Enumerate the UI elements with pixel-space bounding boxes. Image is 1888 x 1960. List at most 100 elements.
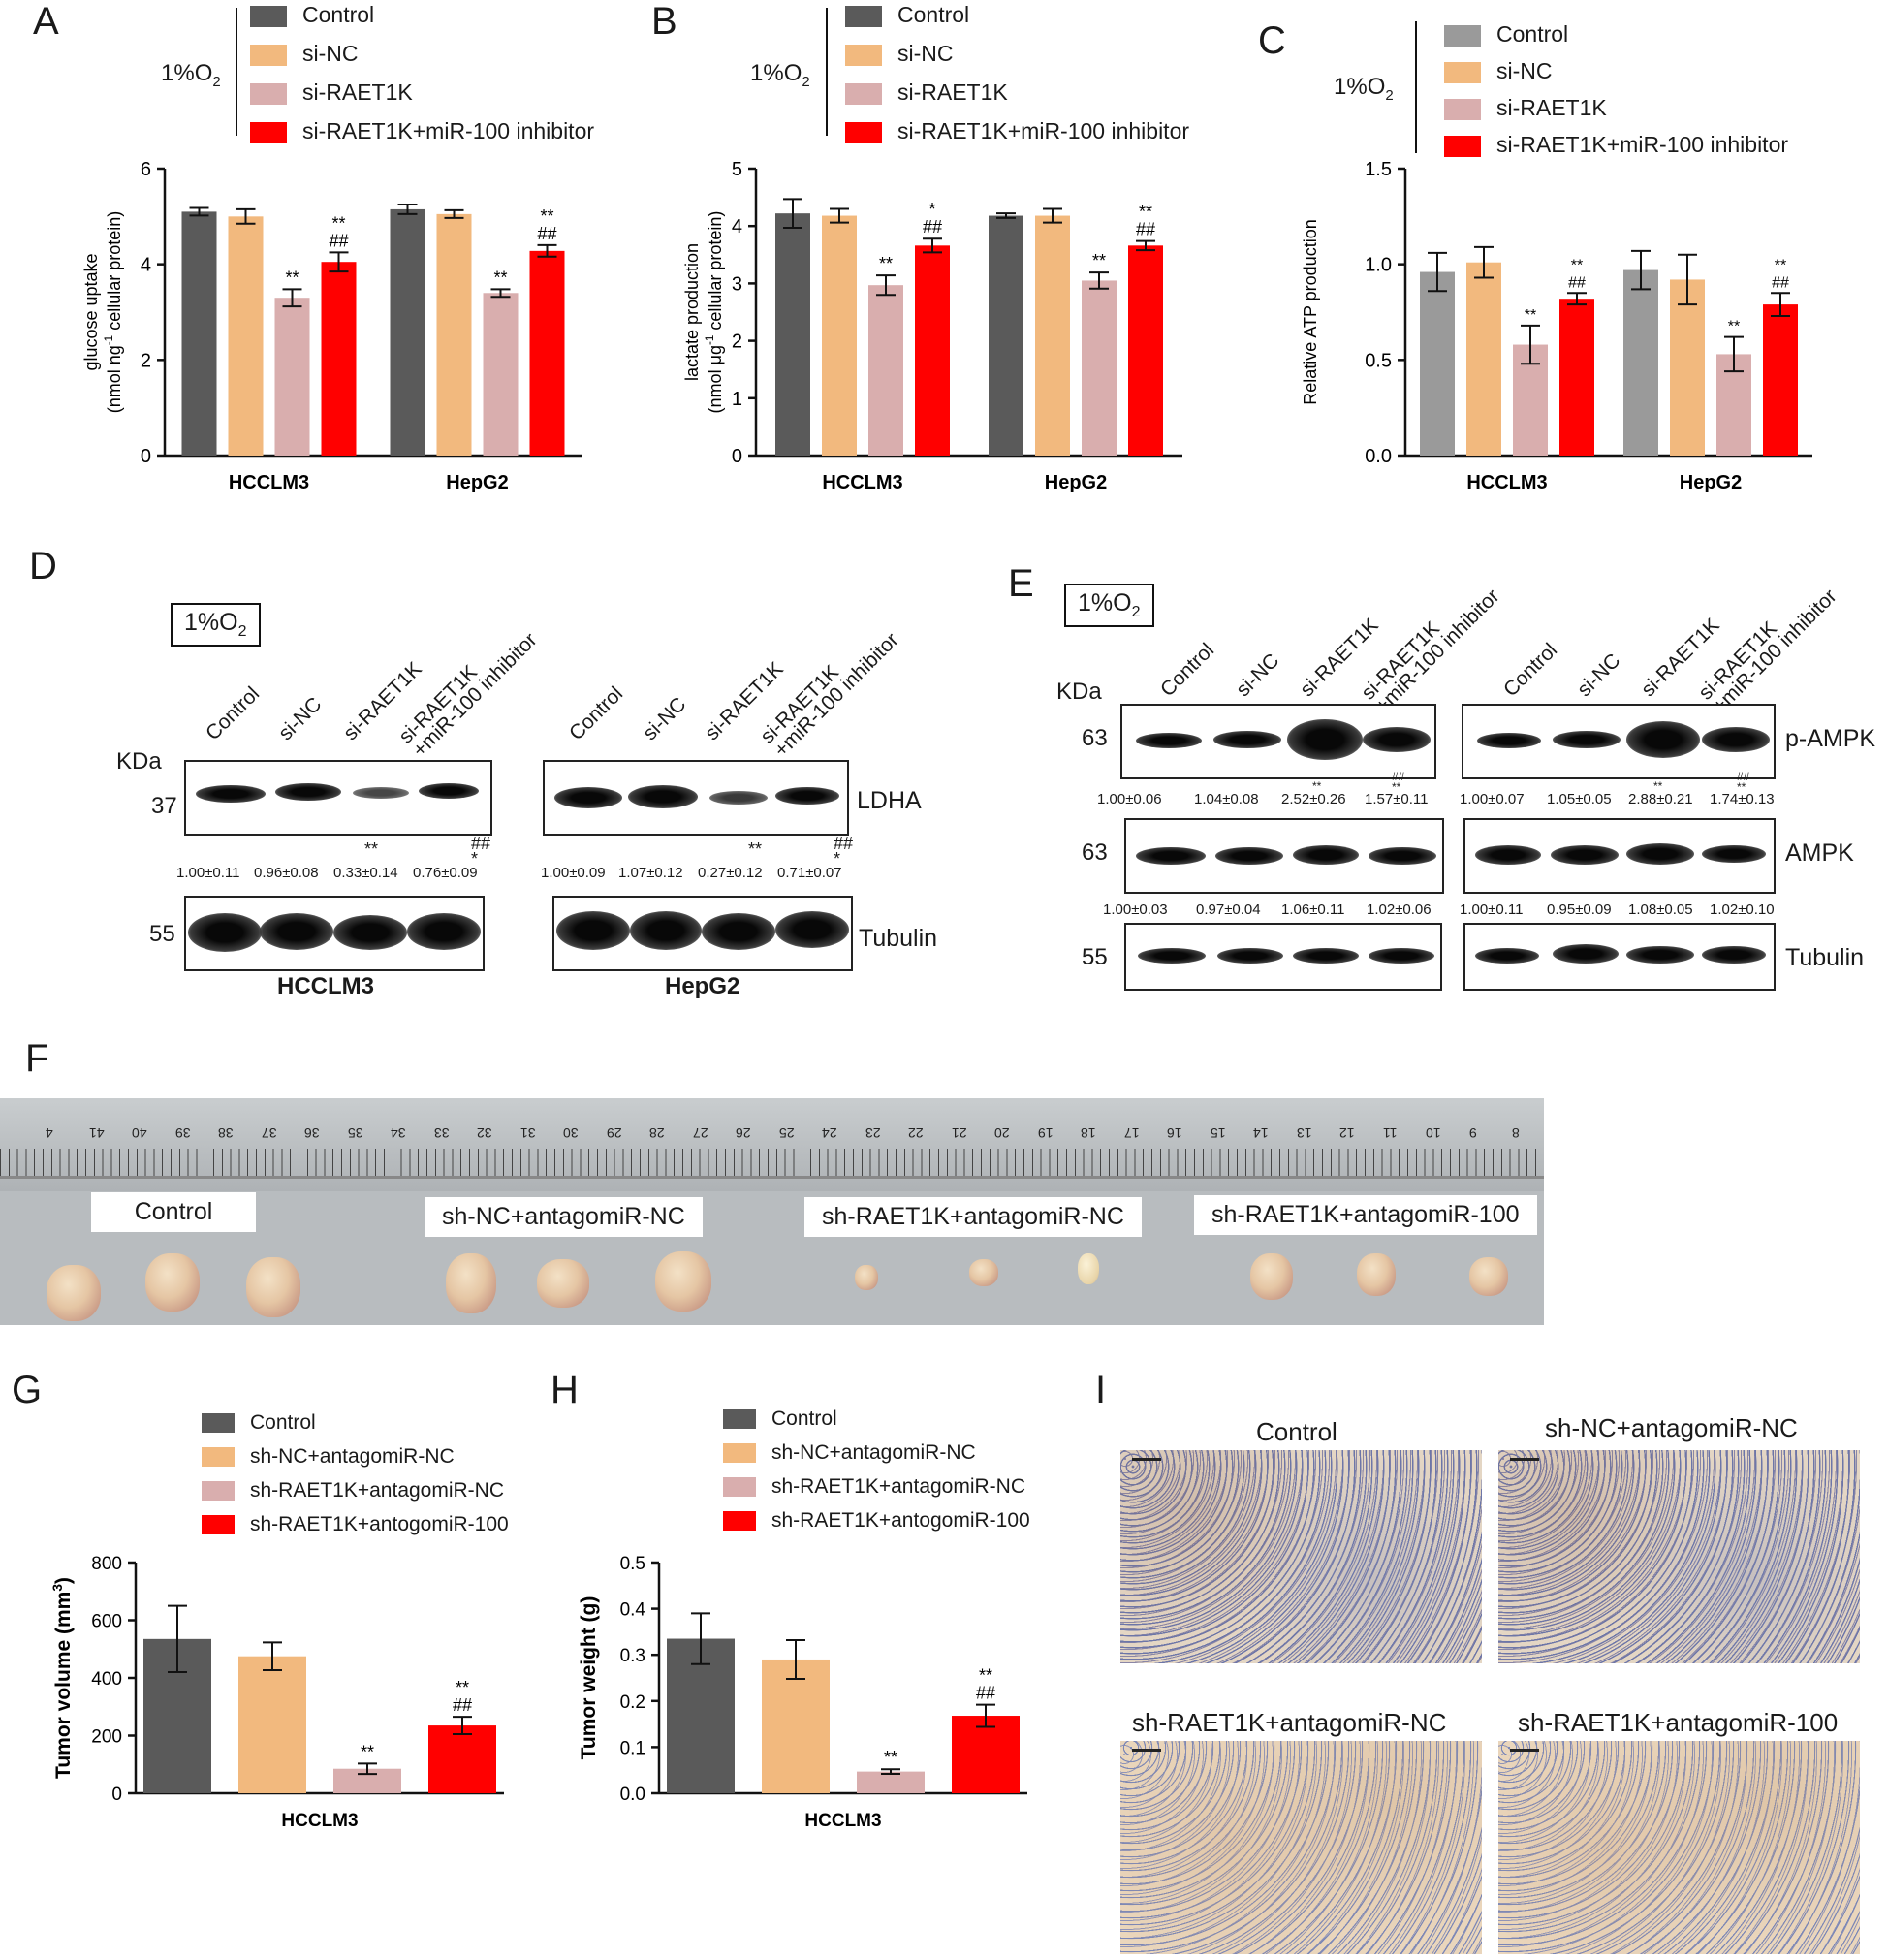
- kda-label: KDa: [116, 748, 162, 775]
- legend-item-control: Control: [202, 1411, 316, 1435]
- significance-mark: ##: [329, 231, 348, 250]
- y-tick-label: 0.0: [620, 1785, 645, 1805]
- ihc-image-sh-raet1k-antagomir: [1498, 1741, 1860, 1954]
- y-tick-label: 0: [111, 1785, 122, 1805]
- x-category-label: HCCLM3: [822, 472, 902, 493]
- legend-item-sh-nc: sh-NC+antagomiR-NC: [723, 1441, 976, 1465]
- bar: [1082, 280, 1117, 456]
- bar: [1466, 262, 1501, 456]
- lane-label: Control: [1499, 639, 1562, 702]
- oxygen-box: 1%O2: [1064, 584, 1154, 627]
- sig-mark: ## *: [834, 834, 854, 869]
- ihc-image-sh-nc: [1498, 1450, 1860, 1663]
- quant-value: 0.96±0.08: [254, 865, 319, 881]
- legend-divider: [826, 8, 828, 136]
- y-tick-label: 800: [91, 1554, 122, 1574]
- quant-value: 0.71±0.07: [777, 865, 842, 881]
- bar: [1763, 304, 1798, 456]
- legend-item-combo: si-RAET1K+miR-100 inhibitor: [1444, 132, 1788, 158]
- legend-divider: [236, 8, 237, 136]
- quant-value: 0.33±0.14: [333, 865, 398, 881]
- bar: [428, 1725, 496, 1793]
- bar: [1670, 279, 1705, 456]
- bar: [321, 262, 357, 456]
- legend-item-control: Control: [250, 2, 374, 28]
- significance-mark: **: [1571, 257, 1583, 273]
- oxygen-label: 1%O2: [161, 60, 221, 90]
- y-axis-label: glucose uptake: [81, 253, 101, 370]
- significance-mark: *: [928, 200, 935, 219]
- significance-mark: **: [361, 1742, 374, 1761]
- significance-mark: ##: [976, 1684, 995, 1703]
- legend-item-combo: si-RAET1K+miR-100 inhibitor: [250, 118, 594, 144]
- panel-letter-e: E: [1008, 562, 1034, 605]
- kda-label: KDa: [1056, 679, 1102, 705]
- ruler-number: 29: [606, 1125, 622, 1141]
- chart-glucose-uptake: 0 2 4 6 glucose uptake(nmol ng-1 cellular pr…: [81, 159, 582, 493]
- y-tick-label: 3: [732, 273, 742, 295]
- quant-value: 1.02±0.06: [1367, 901, 1432, 918]
- blot-pampk-right: [1462, 704, 1776, 779]
- legend-item-si-nc: si-NC: [1444, 58, 1553, 84]
- oxygen-label: 1%O2: [750, 60, 810, 90]
- sig-mark: **: [748, 839, 763, 859]
- bar: [915, 245, 950, 456]
- ruler-number: 19: [1037, 1125, 1054, 1141]
- ruler-number: 4: [46, 1125, 53, 1141]
- significance-mark: **: [540, 206, 553, 226]
- ruler-number: 25: [778, 1125, 795, 1141]
- photo-label-sh-nc: sh-NC+antagomiR-NC: [425, 1197, 703, 1237]
- y-tick-label: 600: [91, 1612, 122, 1632]
- x-category-label: HCCLM3: [281, 1811, 358, 1831]
- lane-label: si-NC: [1232, 648, 1284, 702]
- y-tick-label: 0.3: [620, 1646, 645, 1666]
- panel-letter-g: G: [12, 1369, 43, 1411]
- significance-mark: **: [979, 1666, 992, 1686]
- ihc-title: sh-RAET1K+antagomiR-100: [1518, 1708, 1839, 1737]
- significance-mark: ##: [537, 224, 556, 243]
- significance-mark: ##: [1568, 274, 1586, 291]
- significance-mark: **: [331, 213, 345, 233]
- tumor: [47, 1265, 101, 1321]
- ruler-number: 36: [304, 1125, 320, 1141]
- blot-tubulin-left: [1124, 923, 1442, 991]
- legend-item-control: Control: [1444, 21, 1568, 47]
- bar: [822, 215, 857, 456]
- blot-name-tubulin: Tubulin: [859, 925, 938, 952]
- ruler-number: 27: [692, 1125, 708, 1141]
- significance-mark: **: [456, 1678, 469, 1697]
- quant-value: 1.00±0.06: [1097, 791, 1162, 807]
- significance-mark: **: [1525, 307, 1536, 324]
- sig-mark: **: [1312, 779, 1322, 793]
- ruler-number: 18: [1081, 1125, 1096, 1141]
- legend-item-control: Control: [723, 1407, 837, 1431]
- x-category-label: HCCLM3: [229, 472, 309, 493]
- mw-pampk: 63: [1082, 725, 1108, 751]
- y-tick-label: 0.5: [1365, 350, 1392, 371]
- bar: [989, 215, 1023, 456]
- ruler-number: 34: [391, 1125, 406, 1141]
- x-category-label: HepG2: [446, 472, 508, 493]
- quant-value: 1.00±0.07: [1460, 791, 1525, 807]
- tumor: [655, 1251, 711, 1312]
- quant-value: 1.06±0.11: [1281, 901, 1345, 918]
- oxygen-label: 1%O2: [1334, 74, 1394, 104]
- significance-mark: ##: [923, 217, 942, 237]
- photo-label-sh-raet1k: sh-RAET1K+antagomiR-NC: [804, 1197, 1142, 1237]
- y-tick-label: 0.1: [620, 1738, 645, 1758]
- ruler-number: 22: [908, 1125, 924, 1141]
- tumor: [1078, 1253, 1099, 1284]
- significance-mark: **: [285, 268, 299, 287]
- bar: [274, 298, 310, 456]
- ruler-number: 32: [477, 1125, 492, 1141]
- significance-mark: ##: [453, 1695, 472, 1715]
- quant-value: 1.05±0.05: [1547, 791, 1612, 807]
- y-tick-label: 6: [141, 159, 151, 180]
- y-tick-label: 2: [732, 332, 742, 353]
- ruler-number: 13: [1296, 1125, 1312, 1141]
- significance-mark: **: [1775, 257, 1786, 273]
- blot-name-ampk: AMPK: [1785, 839, 1854, 867]
- ruler-number: 31: [519, 1125, 536, 1141]
